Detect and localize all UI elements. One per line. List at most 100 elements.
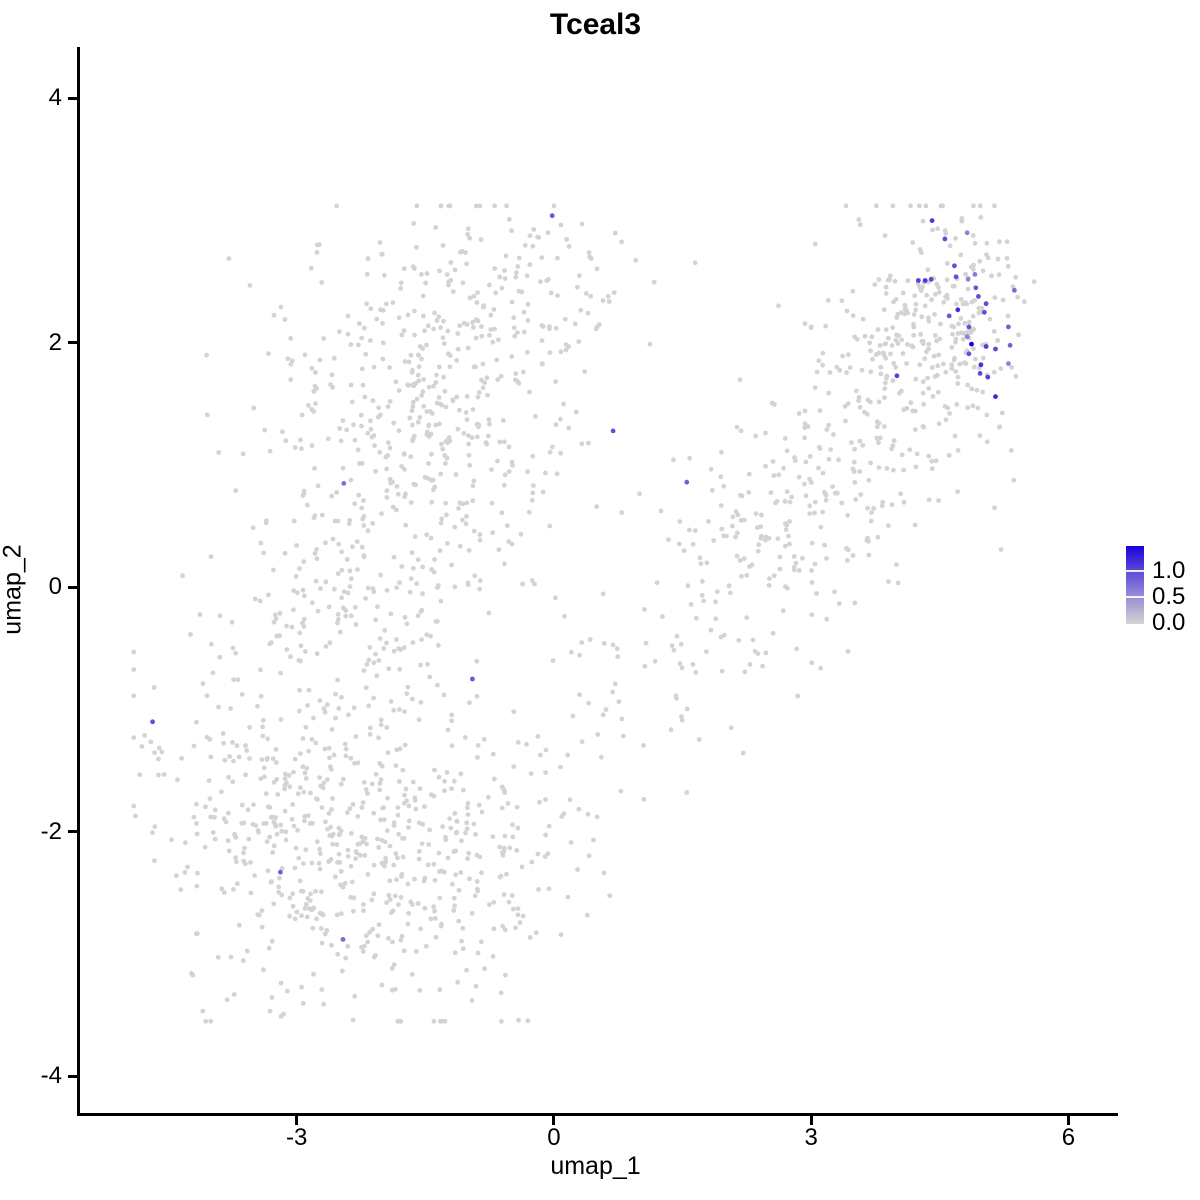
cell-point [820, 362, 826, 368]
cell-point [297, 878, 303, 884]
cell-point [357, 321, 362, 326]
cell-point [869, 334, 875, 340]
cell-point [265, 736, 271, 742]
cell-point [354, 539, 360, 544]
cell-point [791, 565, 797, 570]
cell-point [417, 415, 423, 420]
cell-point [394, 585, 399, 591]
cell-point [845, 401, 851, 406]
cell-point [558, 416, 563, 422]
cell-point [182, 840, 188, 846]
cell-point [431, 383, 436, 389]
cell-point [273, 760, 279, 765]
cell-point [297, 566, 302, 571]
cell-point [230, 645, 236, 651]
cell-point [311, 515, 317, 521]
cell-point [351, 908, 356, 914]
cell-point [642, 663, 648, 669]
cell-point [474, 693, 480, 699]
cell-point [477, 586, 482, 592]
cell-point [360, 382, 366, 388]
cell-point [373, 651, 378, 657]
cell-point [260, 733, 266, 739]
cell-point [443, 500, 449, 506]
cell-point [308, 265, 314, 271]
cell-point [404, 621, 410, 627]
cell-point [363, 685, 369, 691]
cell-point [455, 426, 461, 432]
expressing-cell-point [966, 351, 972, 357]
cell-point [452, 903, 458, 909]
cell-point [359, 366, 365, 372]
cell-point [367, 929, 372, 935]
cell-point [131, 667, 137, 672]
cell-point [365, 256, 371, 262]
cell-point [1004, 239, 1010, 245]
cell-point [347, 584, 353, 589]
cell-point [362, 853, 368, 858]
cell-point [233, 855, 239, 860]
cell-point [501, 418, 506, 423]
cell-point [925, 375, 930, 381]
cell-point [843, 418, 848, 424]
cell-point [408, 352, 414, 358]
cell-point [458, 870, 464, 875]
cell-point [263, 520, 269, 526]
cell-point [373, 617, 378, 623]
cell-point [442, 453, 448, 458]
y-tick-mark [68, 1074, 77, 1078]
cell-point [231, 677, 237, 682]
cell-point [271, 779, 277, 785]
cell-point [302, 649, 308, 654]
cell-point [322, 746, 328, 752]
cell-point [949, 366, 955, 371]
cell-point [820, 470, 826, 476]
cell-point [812, 510, 817, 516]
cell-point [917, 285, 923, 291]
legend-tick-label: 0.0 [1152, 609, 1186, 637]
cell-point [674, 633, 680, 639]
cell-point [344, 557, 350, 562]
cell-point [878, 435, 883, 441]
cell-point [361, 779, 367, 785]
cell-point [619, 716, 625, 722]
cell-point [258, 776, 264, 781]
cell-point [679, 665, 685, 671]
cell-point [357, 852, 363, 858]
cell-point [418, 926, 423, 932]
cell-point [178, 887, 184, 893]
cell-point [269, 995, 275, 1000]
cell-point [313, 740, 319, 746]
cell-point [501, 482, 507, 488]
cell-point [424, 532, 430, 538]
cell-point [436, 314, 442, 320]
cell-point [267, 1008, 273, 1014]
cell-point [477, 578, 483, 583]
cell-point [935, 226, 940, 232]
cell-point [217, 613, 223, 619]
cell-point [878, 364, 884, 370]
cell-point [459, 938, 464, 944]
cell-point [497, 274, 503, 280]
cell-point [562, 613, 567, 619]
cell-point [265, 868, 271, 874]
cell-point [868, 460, 873, 466]
cell-point [668, 727, 674, 733]
cell-point [449, 712, 455, 718]
cell-point [423, 280, 428, 286]
expressing-cell-point [340, 937, 346, 942]
cell-point [693, 615, 699, 621]
cell-point [437, 895, 443, 901]
cell-point [131, 649, 137, 655]
cell-point [491, 899, 497, 905]
cell-point [327, 640, 333, 646]
cell-point [247, 756, 252, 761]
cell-point [536, 887, 541, 892]
cell-point [271, 901, 277, 907]
cell-point [340, 605, 346, 611]
cell-point [301, 593, 307, 599]
cell-point [844, 308, 850, 314]
cell-point [207, 737, 213, 742]
cell-point [891, 360, 897, 366]
cell-point [795, 693, 801, 699]
